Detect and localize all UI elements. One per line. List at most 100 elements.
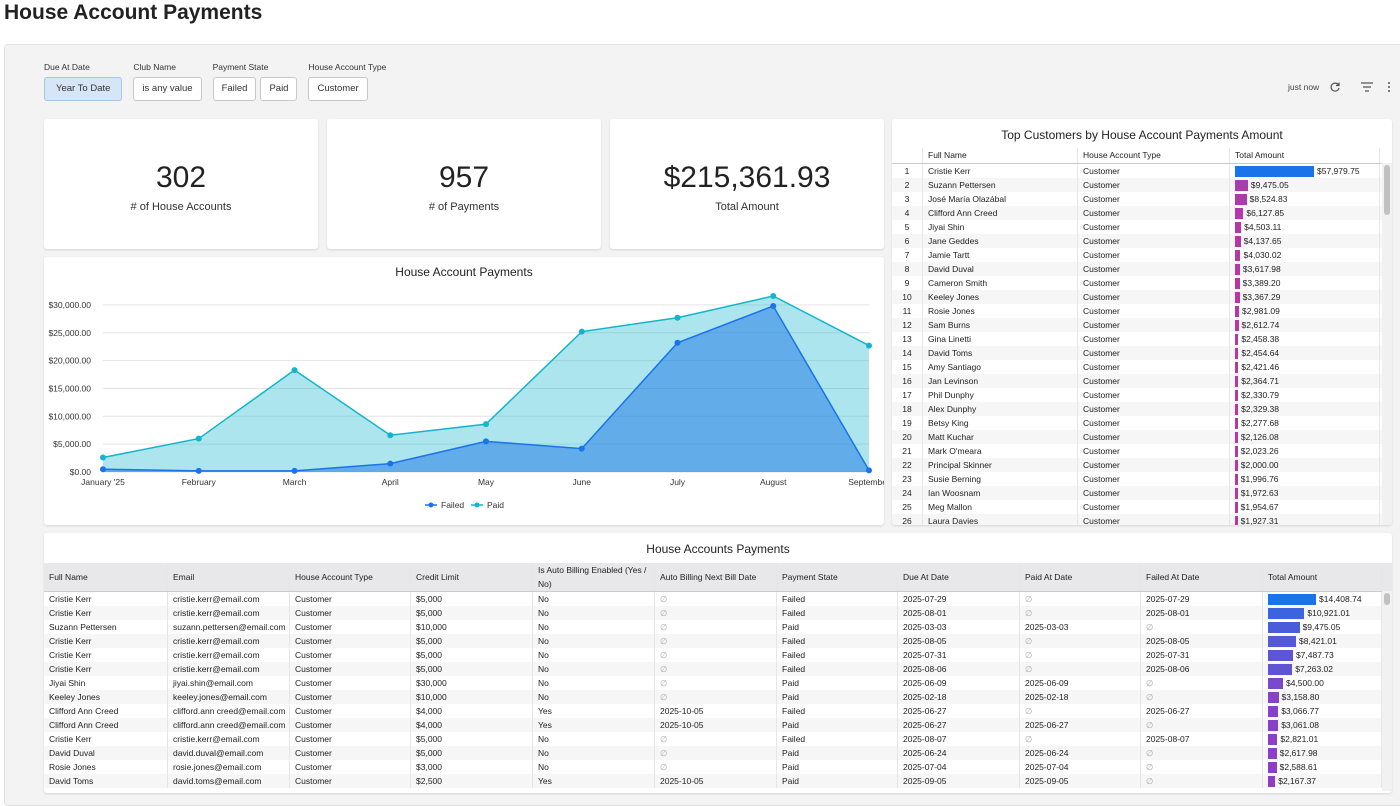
cell: No	[533, 620, 655, 634]
type-cell: Customer	[1078, 234, 1230, 248]
filter-button[interactable]: Customer	[308, 77, 368, 101]
amount-cell: $1,996.76	[1230, 472, 1380, 486]
cell: ∅	[1141, 718, 1263, 732]
amount-label: $8,524.83	[1249, 194, 1288, 204]
scrollbar[interactable]	[1382, 163, 1392, 525]
header-cell[interactable]: Failed At Date	[1141, 563, 1263, 591]
scrollbar[interactable]	[1382, 591, 1392, 791]
cell: Customer	[290, 704, 411, 718]
header-cell[interactable]: Total Amount	[1230, 148, 1380, 163]
bar	[1235, 207, 1244, 219]
header-cell[interactable]: House Account Type	[290, 563, 411, 591]
cell: David Toms	[44, 774, 168, 788]
filter-button[interactable]: Year To Date	[44, 77, 123, 101]
type-cell: Customer	[1078, 430, 1230, 444]
x-tick-label: February	[182, 477, 217, 487]
cell: Cristie Kerr	[44, 732, 168, 746]
cell: $5,000	[411, 648, 533, 662]
header-cell[interactable]: Email	[168, 563, 290, 591]
y-tick-label: $25,000.00	[48, 328, 91, 338]
name-cell: Rosie Jones	[923, 304, 1078, 318]
type-cell: Customer	[1078, 304, 1230, 318]
cell: $4,000	[411, 718, 533, 732]
amount-label: $2,364.71	[1241, 376, 1280, 386]
header-cell[interactable]: Auto Billing Next Bill Date	[655, 563, 777, 591]
name-cell: Cristie Kerr	[923, 164, 1078, 178]
header-cell[interactable]: Paid At Date	[1020, 563, 1141, 591]
cell: Customer	[290, 774, 411, 788]
bar	[1268, 593, 1316, 605]
amount-label: $2,981.09	[1242, 306, 1280, 316]
cell: ∅	[1020, 662, 1141, 676]
cell: ∅	[1141, 746, 1263, 760]
cell: 2025-06-27	[898, 718, 1020, 732]
header-cell[interactable]: Payment State	[777, 563, 898, 591]
name-cell: Sam Burns	[923, 318, 1078, 332]
amount-label: $10,921.01	[1307, 608, 1350, 618]
amount-cell: $3,389.20	[1230, 276, 1380, 290]
amount-label: $3,389.20	[1242, 278, 1281, 288]
refresh-icon[interactable]	[1329, 81, 1341, 93]
filter-button[interactable]: Paid	[260, 77, 298, 101]
filter-icon[interactable]	[1351, 81, 1374, 93]
point	[100, 466, 106, 473]
rank-cell: 22	[892, 458, 923, 472]
amount-cell: $57,979.75	[1230, 164, 1380, 178]
cell: cristie.kerr@email.com	[168, 732, 290, 746]
filter-options: Failed Paid	[212, 77, 298, 101]
rank-cell: 3	[892, 192, 923, 206]
amount-label: $4,137.65	[1243, 236, 1282, 246]
bar	[1268, 663, 1293, 675]
cell: Cristie Kerr	[44, 648, 168, 662]
filter-button[interactable]: is any value	[133, 77, 202, 101]
bar	[1235, 333, 1239, 345]
cell: Failed	[777, 634, 898, 648]
amount-cell: $2,612.74	[1230, 318, 1380, 332]
header-cell[interactable]: Full Name	[923, 148, 1078, 163]
bar	[1268, 677, 1283, 689]
amount-cell: $7,487.73	[1263, 648, 1382, 662]
table-row: 7 Jamie Tartt Customer $4,030.02	[892, 248, 1392, 262]
header-cell[interactable]: Full Name	[44, 563, 168, 591]
cell: 2025-06-09	[898, 676, 1020, 690]
cell: Suzann Pettersen	[44, 620, 168, 634]
bar	[1268, 649, 1293, 661]
amount-label: $4,500.00	[1285, 678, 1324, 688]
header-cell[interactable]: Due At Date	[898, 563, 1020, 591]
type-cell: Customer	[1078, 346, 1230, 360]
name-cell: David Toms	[923, 346, 1078, 360]
cell: suzann.pettersen@email.com	[168, 620, 290, 634]
amount-label: $14,408.74	[1319, 594, 1362, 604]
header-cell[interactable]: House Account Type	[1078, 148, 1230, 163]
amount-cell: $2,588.61	[1263, 760, 1382, 774]
kpi-value: $215,361.93	[663, 161, 831, 194]
type-cell: Customer	[1078, 374, 1230, 388]
header-cell[interactable]: Credit Limit	[411, 563, 533, 591]
header-cell[interactable]: Total Amount	[1263, 563, 1382, 591]
filter-button[interactable]: Failed	[212, 77, 257, 101]
amount-cell: $2,000.00	[1230, 458, 1380, 472]
cell: David Duval	[44, 746, 168, 760]
bar	[1235, 165, 1314, 177]
filter-label: Club Name	[133, 62, 176, 72]
table-row: Clifford Ann Creed clifford.ann creed@ema…	[44, 718, 1392, 732]
header-cell[interactable]: Is Auto Billing Enabled (Yes / No)	[533, 563, 655, 591]
more-icon[interactable]	[1383, 81, 1391, 93]
amount-cell: $2,821.01	[1263, 732, 1382, 746]
cell: Failed	[777, 606, 898, 620]
amount-label: $2,454.64	[1241, 348, 1280, 358]
amount-label: $2,126.08	[1240, 432, 1279, 442]
table-row: Cristie Kerr cristie.kerr@email.com Custom…	[44, 732, 1392, 746]
table-row: 26 Laura Davies Customer $1,927.31	[892, 514, 1392, 525]
bar	[1235, 347, 1239, 359]
table-row: Suzann Pettersen suzann.pettersen@email.c…	[44, 620, 1392, 634]
cell: ∅	[655, 746, 777, 760]
page: House Account Payments Due At Date Year T…	[4, 1, 1400, 806]
bar	[1235, 403, 1239, 415]
cell: 2025-06-27	[1141, 704, 1263, 718]
table-row: Cristie Kerr cristie.kerr@email.com Custom…	[44, 634, 1392, 648]
bar	[1268, 705, 1279, 717]
amount-label: $6,127.85	[1246, 208, 1285, 218]
table-row: 8 David Duval Customer $3,617.98	[892, 262, 1392, 276]
area-chart: House Account Payments $0.00 $5,000.00 $10,…	[48, 265, 889, 510]
